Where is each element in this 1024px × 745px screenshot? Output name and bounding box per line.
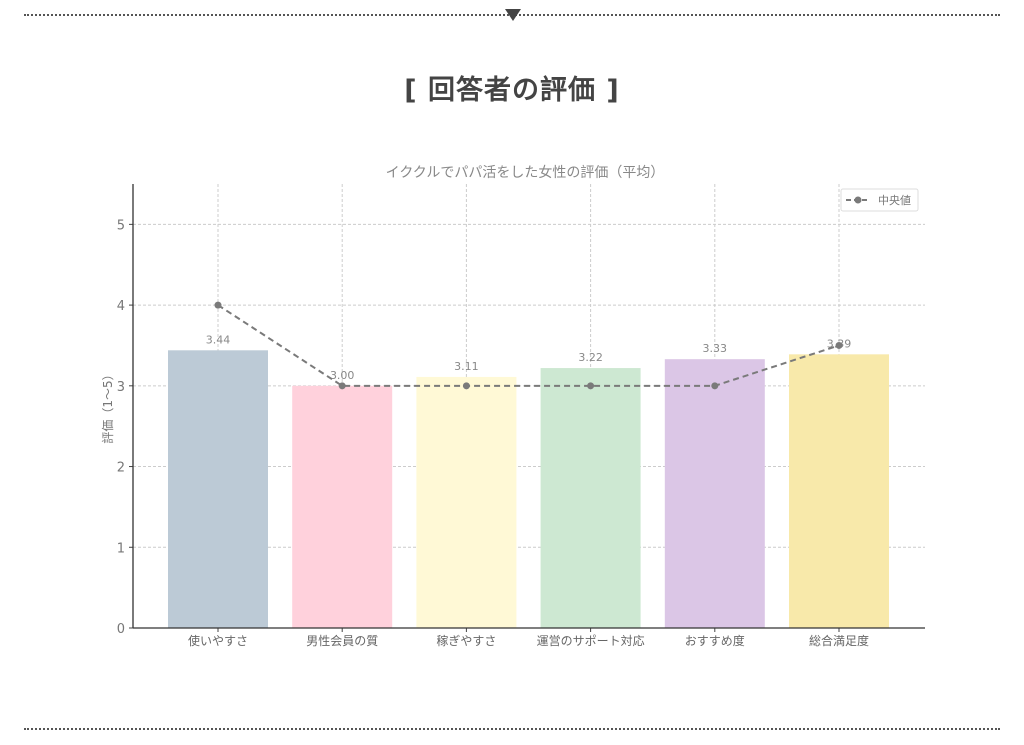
y-tick-label: 2	[117, 461, 125, 476]
median-point	[338, 382, 346, 390]
x-tick-label: 男性会員の質	[306, 633, 378, 648]
bar-value-label: 3.44	[206, 333, 231, 346]
bar-value-label: 3.00	[330, 369, 355, 382]
y-tick-label: 5	[117, 218, 125, 233]
median-point	[835, 341, 843, 349]
x-tick-label: 運営のサポート対応	[537, 634, 645, 648]
bar	[168, 350, 268, 628]
bar	[664, 359, 765, 628]
y-tick-label: 4	[117, 299, 125, 314]
median-point	[214, 301, 222, 309]
x-tick-label: 総合満足度	[809, 633, 869, 648]
y-tick-label: 0	[117, 622, 125, 637]
section-heading: [ 回答者の評価 ]	[404, 75, 620, 106]
legend-label: 中央値	[878, 194, 911, 207]
y-tick-label: 1	[117, 541, 125, 556]
bar-value-label: 3.22	[578, 351, 603, 364]
bottom-divider	[24, 728, 1000, 730]
chart-title: イククルでパパ活をした女性の評価（平均）	[386, 164, 665, 181]
median-point	[587, 382, 595, 390]
legend-marker-icon	[854, 196, 862, 204]
bar	[789, 354, 889, 628]
bar-value-label: 3.11	[454, 360, 479, 373]
down-arrow-icon	[505, 9, 521, 21]
median-point	[462, 382, 470, 390]
y-axis-label: 評価（1〜5）	[100, 368, 115, 443]
bar	[540, 368, 641, 628]
bar-value-label: 3.33	[703, 342, 728, 355]
x-tick-label: 使いやすさ	[188, 633, 248, 648]
median-line	[217, 304, 840, 387]
median-point	[711, 382, 719, 390]
bar	[292, 385, 393, 628]
legend: 中央値	[840, 188, 919, 212]
bar	[416, 376, 517, 628]
x-tick-label: 稼ぎやすさ	[436, 633, 496, 648]
y-tick-label: 3	[117, 380, 125, 395]
x-tick-label: おすすめ度	[685, 633, 745, 648]
